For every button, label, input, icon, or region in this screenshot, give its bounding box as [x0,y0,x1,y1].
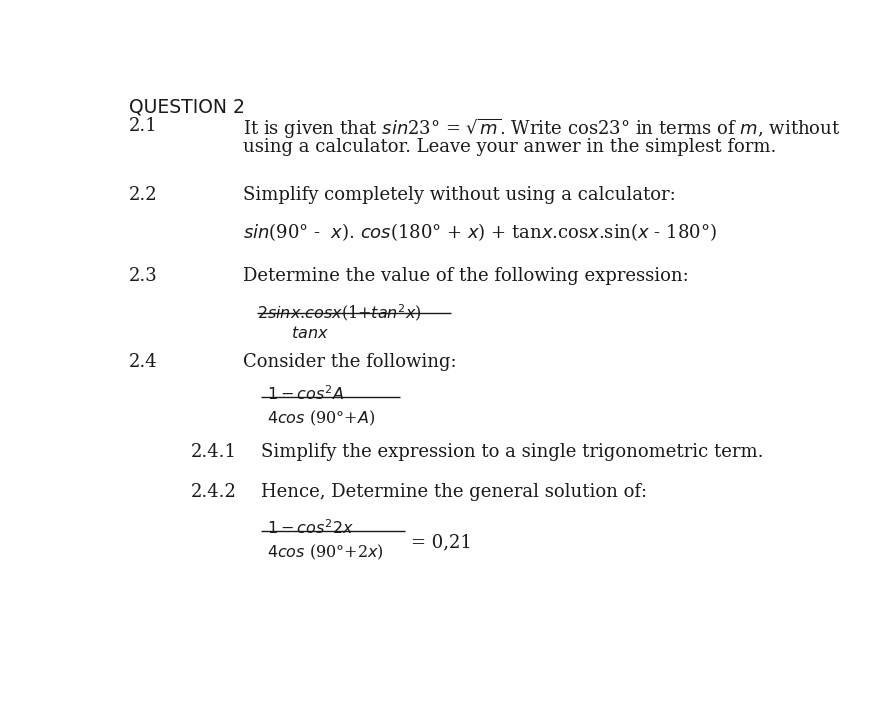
Text: $4\mathit{cos}$ (90°+$A$): $4\mathit{cos}$ (90°+$A$) [267,409,375,428]
Text: QUESTION 2: QUESTION 2 [129,97,245,117]
Text: $1-\mathit{cos}^{2}A$: $1-\mathit{cos}^{2}A$ [267,385,344,404]
Text: $\mathit{sin}$(90° -  $\mathit{x}$). $\mathit{cos}$(180° + $\mathit{x}$) + tan$\: $\mathit{sin}$(90° - $\mathit{x}$). $\ma… [243,221,716,243]
Text: It is given that $\mathit{sin}$23° = $\sqrt{m}$. Write cos23° in terms of $\math: It is given that $\mathit{sin}$23° = $\s… [243,117,840,141]
Text: using a calculator. Leave your anwer in the simplest form.: using a calculator. Leave your anwer in … [243,138,776,156]
Text: Consider the following:: Consider the following: [243,353,457,371]
Text: 2.4: 2.4 [129,353,158,371]
Text: $1-\mathit{cos}^{2}2x$: $1-\mathit{cos}^{2}2x$ [267,520,354,539]
Text: $4\mathit{cos}$ (90°+2$x$): $4\mathit{cos}$ (90°+2$x$) [267,543,384,562]
Text: = 0,21: = 0,21 [412,533,473,551]
Text: 2.4.1: 2.4.1 [190,443,237,461]
Text: Determine the value of the following expression:: Determine the value of the following exp… [243,267,689,285]
Text: $\mathit{tanx}$: $\mathit{tanx}$ [290,325,328,342]
Text: Simplify completely without using a calculator:: Simplify completely without using a calc… [243,187,676,205]
Text: 2.3: 2.3 [129,267,158,285]
Text: $2\mathit{sinx}$.$\mathit{cosx}$(1+$\mathit{tan}^{2}x$): $2\mathit{sinx}$.$\mathit{cosx}$(1+$\mat… [257,302,422,323]
Text: 2.4.2: 2.4.2 [190,484,237,502]
Text: Simplify the expression to a single trigonometric term.: Simplify the expression to a single trig… [261,443,764,461]
Text: 2.2: 2.2 [129,187,158,205]
Text: 2.1: 2.1 [129,117,158,135]
Text: Hence, Determine the general solution of:: Hence, Determine the general solution of… [261,484,648,502]
